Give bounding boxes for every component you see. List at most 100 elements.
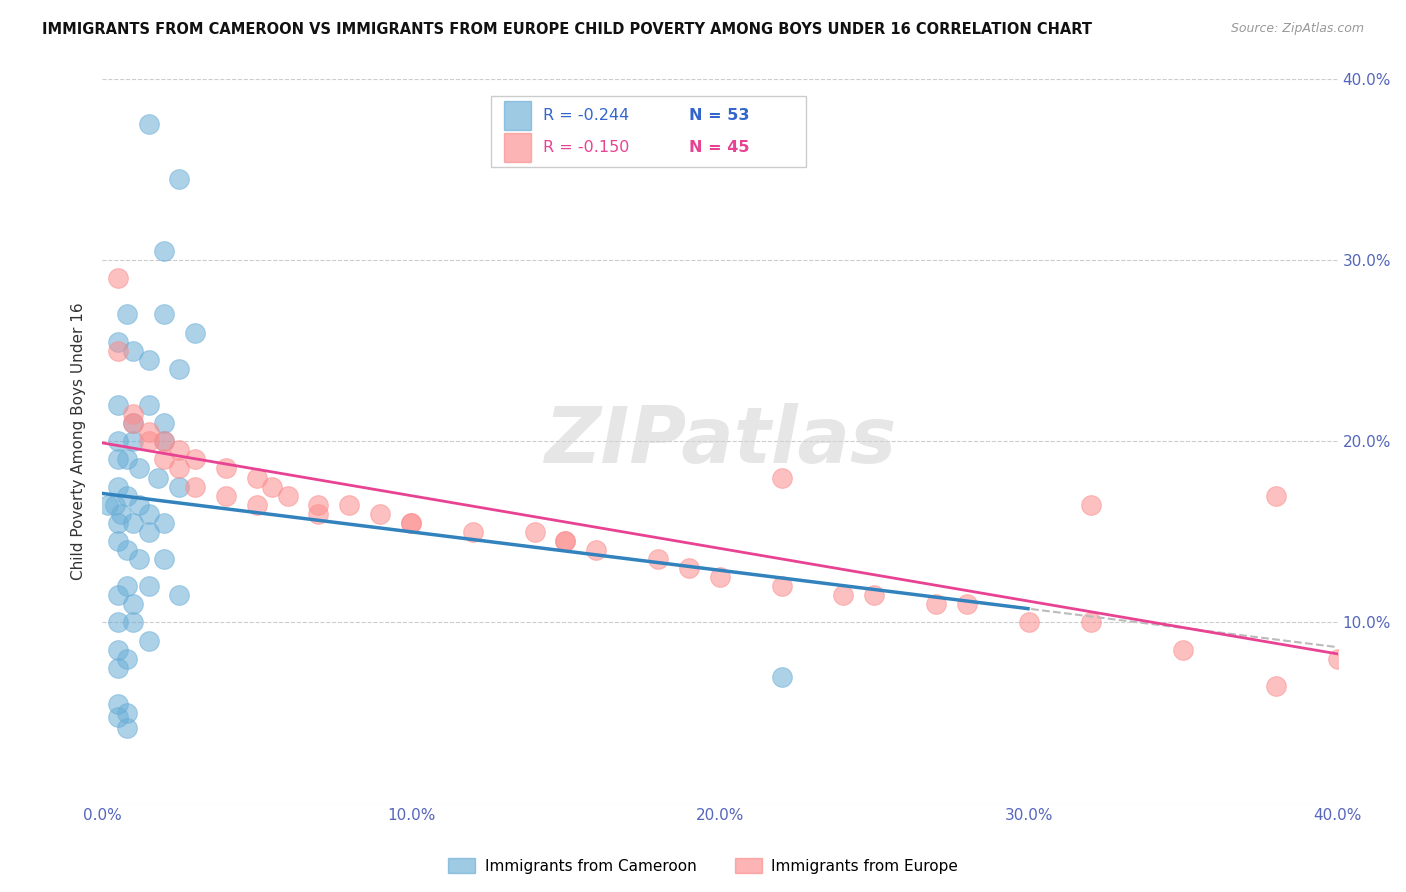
Point bbox=[107, 334, 129, 349]
Text: Source: ZipAtlas.com: Source: ZipAtlas.com bbox=[1230, 22, 1364, 36]
Text: N = 45: N = 45 bbox=[689, 139, 749, 154]
Point bbox=[128, 461, 150, 475]
Point bbox=[153, 452, 176, 467]
Point bbox=[184, 326, 207, 340]
Point bbox=[107, 615, 129, 630]
Point bbox=[110, 507, 132, 521]
Point bbox=[122, 343, 145, 358]
Point bbox=[184, 452, 207, 467]
Point bbox=[107, 533, 129, 548]
Point bbox=[153, 552, 176, 566]
Point bbox=[107, 697, 129, 711]
Point bbox=[169, 588, 191, 602]
Point bbox=[770, 470, 793, 484]
Point bbox=[215, 489, 238, 503]
Point bbox=[399, 516, 422, 530]
Point bbox=[925, 598, 948, 612]
Point bbox=[307, 498, 329, 512]
Point bbox=[169, 461, 191, 475]
Point bbox=[122, 516, 145, 530]
Point bbox=[115, 706, 138, 720]
Point bbox=[138, 117, 160, 131]
Point bbox=[1080, 615, 1102, 630]
Point bbox=[122, 615, 145, 630]
Point bbox=[128, 552, 150, 566]
Point bbox=[832, 588, 855, 602]
Point bbox=[1264, 489, 1286, 503]
Y-axis label: Child Poverty Among Boys Under 16: Child Poverty Among Boys Under 16 bbox=[72, 302, 86, 580]
Point bbox=[97, 498, 120, 512]
Point bbox=[153, 516, 176, 530]
Point bbox=[138, 352, 160, 367]
Point bbox=[1173, 642, 1195, 657]
Point bbox=[169, 361, 191, 376]
Point bbox=[107, 661, 129, 675]
Point bbox=[461, 524, 484, 539]
Text: R = -0.244: R = -0.244 bbox=[543, 108, 630, 123]
Point bbox=[115, 721, 138, 735]
Point bbox=[115, 543, 138, 558]
Point bbox=[246, 498, 269, 512]
Point bbox=[169, 171, 191, 186]
Point bbox=[138, 524, 160, 539]
Point bbox=[138, 507, 160, 521]
Point bbox=[107, 480, 129, 494]
Point bbox=[115, 651, 138, 665]
Point bbox=[307, 507, 329, 521]
Point bbox=[1080, 498, 1102, 512]
Point bbox=[554, 533, 576, 548]
Point bbox=[153, 308, 176, 322]
Point bbox=[107, 343, 129, 358]
FancyBboxPatch shape bbox=[503, 133, 531, 161]
Point bbox=[107, 642, 129, 657]
Point bbox=[169, 443, 191, 458]
Point bbox=[107, 398, 129, 412]
Point bbox=[276, 489, 298, 503]
Point bbox=[122, 416, 145, 430]
Point bbox=[153, 434, 176, 449]
Point bbox=[146, 470, 169, 484]
Point bbox=[138, 579, 160, 593]
Point bbox=[153, 434, 176, 449]
Point bbox=[678, 561, 700, 575]
Point bbox=[169, 480, 191, 494]
FancyBboxPatch shape bbox=[503, 101, 531, 129]
Point bbox=[246, 470, 269, 484]
Point bbox=[863, 588, 886, 602]
Point bbox=[115, 452, 138, 467]
Point bbox=[115, 308, 138, 322]
Point bbox=[122, 598, 145, 612]
Point bbox=[122, 407, 145, 421]
Point bbox=[337, 498, 360, 512]
Point bbox=[585, 543, 607, 558]
Point bbox=[153, 416, 176, 430]
Point bbox=[523, 524, 546, 539]
Point bbox=[138, 633, 160, 648]
Point bbox=[138, 425, 160, 440]
Point bbox=[709, 570, 731, 584]
Point bbox=[770, 579, 793, 593]
Point bbox=[647, 552, 669, 566]
Point bbox=[103, 498, 125, 512]
Point bbox=[107, 271, 129, 285]
Point bbox=[554, 533, 576, 548]
Point bbox=[107, 516, 129, 530]
Point bbox=[138, 398, 160, 412]
Text: N = 53: N = 53 bbox=[689, 108, 749, 123]
Point bbox=[138, 434, 160, 449]
Point bbox=[1326, 651, 1348, 665]
Point bbox=[770, 670, 793, 684]
Point bbox=[107, 452, 129, 467]
Point bbox=[215, 461, 238, 475]
FancyBboxPatch shape bbox=[491, 96, 807, 168]
Point bbox=[107, 588, 129, 602]
Point bbox=[1264, 679, 1286, 693]
Point bbox=[122, 434, 145, 449]
Point bbox=[115, 489, 138, 503]
Text: R = -0.150: R = -0.150 bbox=[543, 139, 630, 154]
Point bbox=[956, 598, 979, 612]
Text: IMMIGRANTS FROM CAMEROON VS IMMIGRANTS FROM EUROPE CHILD POVERTY AMONG BOYS UNDE: IMMIGRANTS FROM CAMEROON VS IMMIGRANTS F… bbox=[42, 22, 1092, 37]
Point bbox=[122, 416, 145, 430]
Point bbox=[107, 709, 129, 723]
Point bbox=[107, 434, 129, 449]
